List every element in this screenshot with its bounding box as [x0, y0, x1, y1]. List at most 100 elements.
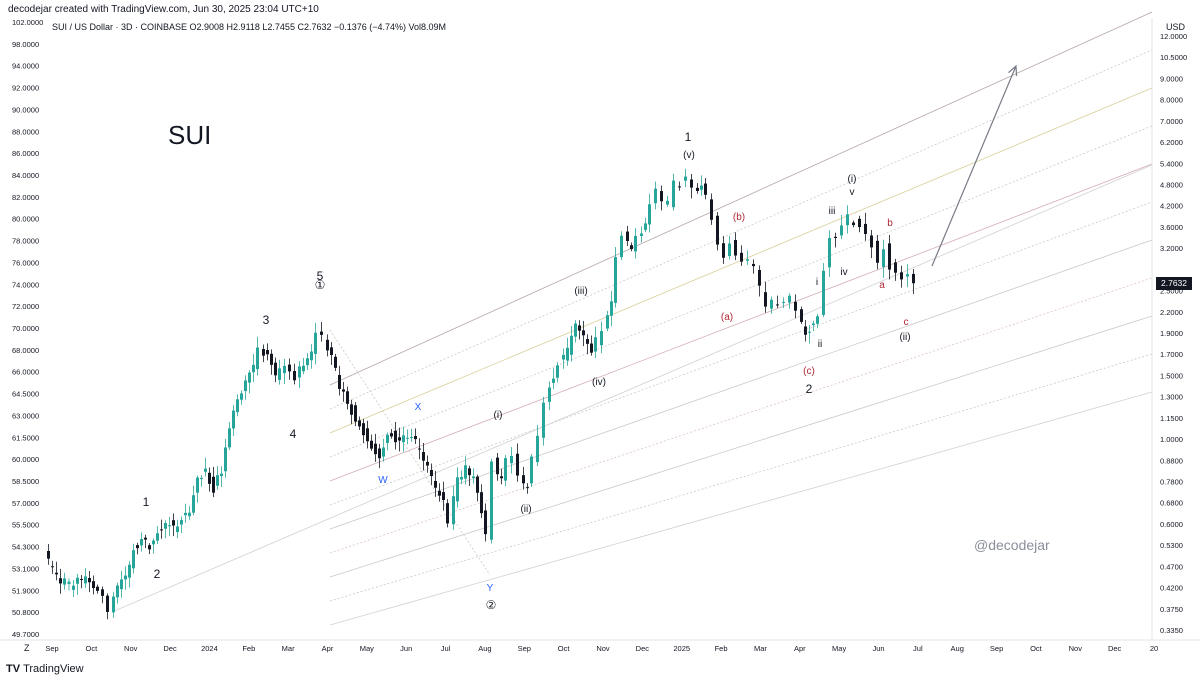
candle-body	[530, 456, 533, 484]
candle-body	[606, 315, 609, 329]
candle-body	[846, 214, 849, 226]
candle-body	[430, 469, 433, 477]
candle-body	[390, 433, 393, 437]
right-axis-tick: 6.2000	[1160, 138, 1183, 147]
candle-body	[310, 351, 313, 361]
time-axis-label: Oct	[86, 644, 99, 653]
candle-body	[710, 199, 713, 220]
channel-line	[111, 164, 1153, 613]
zoom-key[interactable]: Z	[24, 643, 30, 653]
time-axis-label: Nov	[596, 644, 610, 653]
channel-line	[329, 391, 1153, 626]
right-axis-tick: 1.9000	[1160, 329, 1183, 338]
candle-body	[216, 475, 219, 486]
candle-body	[746, 259, 749, 261]
candle-body	[88, 578, 91, 583]
candle-body	[236, 399, 239, 413]
candle-body	[306, 358, 309, 366]
right-axis-tick: 0.3750	[1160, 605, 1183, 614]
right-axis-tick: 0.4700	[1160, 562, 1183, 571]
candle-body	[72, 585, 75, 590]
channel-line	[329, 11, 1153, 386]
right-axis-tick: 4.2000	[1160, 202, 1183, 211]
candle-body	[334, 356, 337, 368]
tradingview-brand: TradingView	[23, 663, 84, 675]
right-axis-tick: 1.1500	[1160, 414, 1183, 423]
candle-body	[302, 365, 305, 372]
left-axis-tick: 54.3000	[12, 543, 39, 552]
channel-line	[329, 329, 491, 576]
candle-body	[476, 476, 479, 493]
candle-body	[116, 585, 119, 598]
right-axis-tick: 2.5000	[1160, 287, 1183, 296]
candle-body	[582, 330, 585, 336]
tradingview-logo: TV TradingView	[6, 663, 84, 675]
wave-label: iv	[840, 267, 847, 278]
candle-body	[906, 274, 909, 277]
candle-body	[870, 235, 873, 248]
right-axis-tick: 1.3000	[1160, 393, 1183, 402]
time-axis-label: May	[360, 644, 374, 653]
candle-body	[834, 236, 837, 239]
tradingview-logo-icon: TV	[6, 663, 21, 675]
chart-credit: decodejar created with TradingView.com, …	[8, 4, 319, 15]
candle-body	[180, 520, 183, 525]
time-axis-label: May	[832, 644, 846, 653]
candle-body	[374, 443, 377, 455]
left-axis-tick: 88.0000	[12, 127, 39, 136]
right-axis-tick: 1.5000	[1160, 371, 1183, 380]
candle-body	[740, 252, 743, 262]
time-axis-label: Jun	[400, 644, 412, 653]
wave-label: (v)	[683, 150, 695, 161]
candle-body	[124, 575, 127, 580]
right-axis-tick: 0.3350	[1160, 626, 1183, 635]
candle-body	[152, 540, 155, 545]
candle-body	[298, 366, 301, 378]
time-axis-label: Sep	[518, 644, 531, 653]
candle-body	[496, 457, 499, 475]
candle-body	[378, 448, 381, 459]
wave-label: 3	[263, 313, 270, 327]
currency-label: USD	[1166, 22, 1186, 32]
candle-body	[574, 323, 577, 337]
right-axis-tick: 1.0000	[1160, 435, 1183, 444]
left-axis-tick: 53.1000	[12, 564, 39, 573]
candle-body	[67, 581, 71, 585]
right-axis-tick: 3.6000	[1160, 223, 1183, 232]
wave-label: 1	[143, 495, 150, 509]
candle-body	[840, 225, 843, 236]
candle-body	[136, 545, 139, 549]
candle-body	[446, 503, 449, 524]
candle-body	[900, 272, 903, 280]
candle-body	[704, 183, 707, 195]
candle-body	[314, 332, 317, 354]
symbol-legend[interactable]: SUI / US Dollar · 3D · COINBASE O2.9008 …	[52, 22, 447, 32]
candle-body	[548, 387, 551, 402]
time-axis-label: Oct	[558, 644, 571, 653]
time-axis-label: Apr	[322, 644, 334, 653]
candle-body	[320, 331, 323, 335]
candle-body	[426, 461, 429, 466]
wave-labels: 1 2 3 4 5① W X Y ② (i) (ii) (iii) (iv) (v) 1 (a) (b) (c) 2…	[143, 130, 911, 612]
time-axis-label: Mar	[754, 644, 767, 653]
candle-body	[278, 368, 281, 380]
time-axis-label: Sep	[45, 644, 58, 653]
candle-body	[776, 304, 779, 306]
candle-body	[382, 447, 385, 457]
candle-body	[764, 292, 767, 307]
wave-label: W	[378, 475, 388, 486]
left-axis-tick: 84.0000	[12, 171, 39, 180]
candle-body	[438, 490, 441, 496]
candle-body	[700, 185, 703, 190]
candle-body	[620, 235, 623, 258]
wave-label: 2	[154, 567, 161, 581]
left-axis-tick: 86.0000	[12, 149, 39, 158]
candle-body	[342, 389, 345, 392]
candle-body	[370, 440, 373, 449]
candle-body	[460, 476, 463, 480]
right-price-axis: 12.0000 10.5000 9.0000 8.0000 7.0000 6.2000 5.…	[1151, 18, 1187, 640]
time-axis-label: Nov	[124, 644, 138, 653]
wave-label: v	[850, 187, 855, 198]
channel-line	[329, 125, 1153, 458]
